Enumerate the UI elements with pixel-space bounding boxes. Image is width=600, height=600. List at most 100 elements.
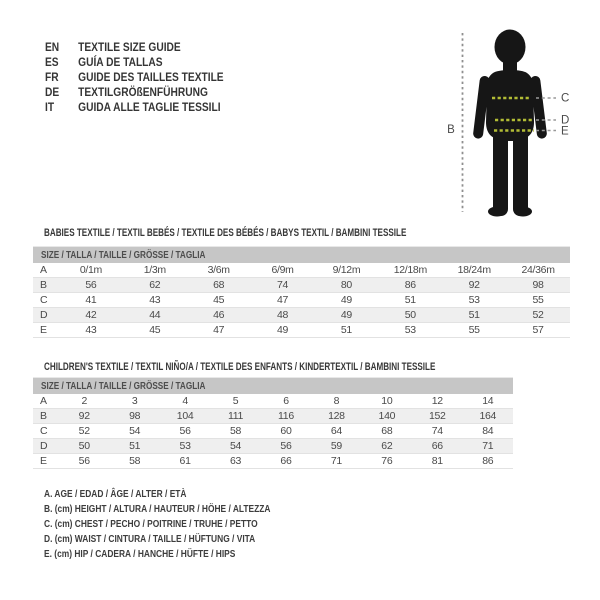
size-value-cell: 41 — [59, 292, 123, 308]
size-value-cell: 62 — [122, 277, 187, 293]
language-code: DE — [45, 85, 60, 99]
size-value-cell: 55 — [506, 292, 570, 308]
legend-item-height: B. (cm) HEIGHT / ALTURA / HAUTEUR / HÖHE… — [44, 503, 271, 515]
size-value-cell: 51 — [109, 438, 160, 454]
size-value-cell: 66 — [260, 453, 312, 469]
size-value-cell: 43 — [59, 322, 123, 338]
size-table-row: D 42 44 46 48 49 50 51 52 — [33, 307, 570, 323]
size-value-cell: 60 — [260, 423, 312, 439]
babies-section-title: BABIES TEXTILE / TEXTIL BEBÉS / TEXTILE … — [44, 227, 407, 239]
size-value-cell: 3 — [109, 394, 160, 409]
size-value-cell: 12/18m — [378, 263, 443, 278]
size-value-cell: 51 — [378, 292, 443, 308]
size-table-row: E 43 45 47 49 51 53 55 57 — [33, 322, 570, 338]
size-value-cell: 51 — [314, 322, 379, 338]
legend-item-chest: C. (cm) CHEST / PECHO / POITRINE / TRUHE… — [44, 518, 258, 530]
size-value-cell: 71 — [462, 438, 513, 454]
size-value-cell: 104 — [159, 408, 211, 424]
size-value-cell: 50 — [378, 307, 443, 323]
size-value-cell: 52 — [59, 423, 110, 439]
size-value-cell: 140 — [361, 408, 413, 424]
size-value-cell: 59 — [311, 438, 362, 454]
size-value-cell: 116 — [260, 408, 312, 424]
size-value-cell: 53 — [159, 438, 211, 454]
size-value-cell: 2 — [59, 394, 110, 409]
language-code: ES — [45, 55, 59, 69]
size-table-row: A 2 3 4 5 6 8 10 12 14 — [33, 394, 513, 409]
size-value-cell: 47 — [186, 322, 251, 338]
size-value-cell: 81 — [412, 453, 463, 469]
row-label: A — [33, 263, 59, 278]
size-value-cell: 76 — [361, 453, 413, 469]
row-label: C — [33, 292, 59, 308]
hip-label: E — [561, 126, 569, 138]
row-label: D — [33, 438, 59, 454]
language-row-it: IT GUIDA ALLE TAGLIE TESSILI — [45, 100, 224, 115]
language-title: GUIDA ALLE TAGLIE TESSILI — [78, 100, 221, 114]
size-value-cell: 56 — [260, 438, 312, 454]
size-table-row: B 56 62 68 74 80 86 92 98 — [33, 277, 570, 293]
height-label: B — [447, 124, 455, 136]
size-value-cell: 46 — [186, 307, 251, 323]
size-value-cell: 49 — [314, 307, 379, 323]
chest-label: C — [561, 93, 569, 105]
legend-item-age: A. AGE / EDAD / ÂGE / ALTER / ETÀ — [44, 488, 187, 500]
size-value-cell: 68 — [186, 277, 251, 293]
size-value-cell: 50 — [59, 438, 110, 454]
size-value-cell: 5 — [210, 394, 261, 409]
measurement-legend: A. AGE / EDAD / ÂGE / ALTER / ETÀ B. (cm… — [44, 487, 270, 562]
size-header-bar: SIZE / TALLA / TAILLE / GRÖSSE / TAGLIA — [33, 377, 513, 394]
size-value-cell: 98 — [506, 277, 570, 293]
babies-size-table: SIZE / TALLA / TAILLE / GRÖSSE / TAGLIA … — [33, 246, 570, 338]
size-value-cell: 58 — [210, 423, 261, 439]
size-header-text: SIZE / TALLA / TAILLE / GRÖSSE / TAGLIA — [41, 249, 206, 261]
size-value-cell: 6/9m — [250, 263, 315, 278]
size-table-row: C 41 43 45 47 49 51 53 55 — [33, 292, 570, 308]
size-value-cell: 12 — [412, 394, 463, 409]
language-code: FR — [45, 70, 59, 84]
size-value-cell: 45 — [122, 322, 187, 338]
size-value-cell: 49 — [250, 322, 315, 338]
language-title: TEXTILE SIZE GUIDE — [78, 40, 181, 54]
size-value-cell: 42 — [59, 307, 123, 323]
row-label: D — [33, 307, 59, 323]
row-label: E — [33, 453, 59, 469]
size-value-cell: 164 — [462, 408, 513, 424]
size-value-cell: 4 — [159, 394, 211, 409]
size-value-cell: 56 — [59, 453, 110, 469]
size-value-cell: 56 — [59, 277, 123, 293]
child-silhouette-icon — [473, 29, 547, 217]
size-value-cell: 64 — [311, 423, 362, 439]
size-value-cell: 10 — [361, 394, 413, 409]
size-value-cell: 92 — [59, 408, 110, 424]
size-value-cell: 14 — [462, 394, 513, 409]
size-value-cell: 86 — [378, 277, 443, 293]
size-value-cell: 152 — [412, 408, 463, 424]
child-measurement-figure: B C D E — [447, 29, 569, 217]
size-value-cell: 56 — [159, 423, 211, 439]
size-value-cell: 62 — [361, 438, 413, 454]
size-value-cell: 55 — [442, 322, 507, 338]
size-table-row: C 52 54 56 58 60 64 68 74 84 — [33, 423, 513, 439]
language-code: EN — [45, 40, 60, 54]
size-value-cell: 98 — [109, 408, 160, 424]
size-value-cell: 48 — [250, 307, 315, 323]
children-section-title: CHILDREN'S TEXTILE / TEXTIL NIÑO/A / TEX… — [44, 361, 436, 373]
size-value-cell: 111 — [210, 408, 261, 424]
children-size-table: SIZE / TALLA / TAILLE / GRÖSSE / TAGLIA … — [33, 377, 513, 469]
size-table-row: B 92 98 104 111 116 128 140 152 164 — [33, 408, 513, 424]
size-value-cell: 47 — [250, 292, 315, 308]
language-row-fr: FR GUIDE DES TAILLES TEXTILE — [45, 70, 224, 85]
size-value-cell: 54 — [210, 438, 261, 454]
size-header-bar: SIZE / TALLA / TAILLE / GRÖSSE / TAGLIA — [33, 246, 570, 263]
size-value-cell: 6 — [260, 394, 312, 409]
size-value-cell: 51 — [442, 307, 507, 323]
language-row-de: DE TEXTILGRÖßENFÜHRUNG — [45, 85, 224, 100]
size-value-cell: 58 — [109, 453, 160, 469]
size-value-cell: 8 — [311, 394, 362, 409]
size-value-cell: 66 — [412, 438, 463, 454]
size-value-cell: 54 — [109, 423, 160, 439]
size-value-cell: 71 — [311, 453, 362, 469]
size-value-cell: 68 — [361, 423, 413, 439]
language-title-list: EN TEXTILE SIZE GUIDE ES GUÍA DE TALLAS FR… — [45, 40, 224, 115]
